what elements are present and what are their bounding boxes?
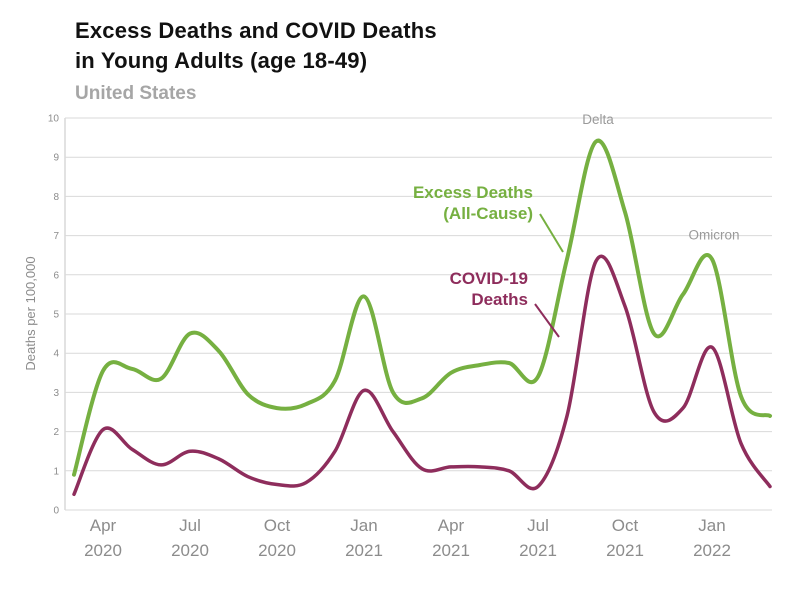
- x-tick-label-year: 2020: [84, 541, 122, 560]
- y-tick-label: 9: [53, 153, 59, 164]
- legend-excess-deaths: Excess Deaths (All-Cause): [413, 182, 533, 224]
- x-tick-label-year: 2020: [171, 541, 209, 560]
- legend-excess-line1: Excess Deaths: [412, 183, 533, 202]
- covid-legend-pointer: [534, 303, 560, 338]
- chart-header: Excess Deaths and COVID Deaths in Young …: [75, 16, 437, 105]
- x-tick-label-month: Apr: [438, 516, 465, 535]
- x-tick-label-month: Oct: [264, 516, 291, 535]
- annotation-delta: Delta: [582, 112, 614, 127]
- legend-covid-line1: COVID-19: [449, 269, 528, 288]
- y-tick-label: 10: [48, 114, 60, 125]
- x-tick-label-year: 2021: [345, 541, 383, 560]
- x-tick-label-month: Jan: [698, 516, 725, 535]
- x-tick-label-month: Jul: [527, 516, 549, 535]
- y-tick-label: 6: [53, 270, 59, 281]
- x-tick-label-year: 2021: [432, 541, 470, 560]
- x-tick-label-month: Jan: [350, 516, 377, 535]
- chart-title-line2: in Young Adults (age 18-49): [75, 48, 368, 73]
- covid-deaths-line: [72, 254, 772, 497]
- x-tick-label-year: 2021: [606, 541, 644, 560]
- y-tick-label: 3: [53, 388, 59, 399]
- y-tick-label: 4: [53, 349, 59, 360]
- chart-title-line1: Excess Deaths and COVID Deaths: [75, 18, 437, 43]
- x-tick-label-year: 2020: [258, 541, 296, 560]
- annotation-omicron: Omicron: [688, 228, 739, 243]
- y-tick-label: 0: [53, 506, 59, 517]
- x-tick-label-month: Jul: [179, 516, 201, 535]
- legend-covid-line2: Deaths: [471, 290, 528, 309]
- legend-excess-line2: (All-Cause): [443, 204, 533, 223]
- y-axis-title: Deaths per 100,000: [23, 256, 38, 371]
- excess-deaths-line: [72, 138, 772, 477]
- y-tick-label: 7: [53, 231, 59, 242]
- x-tick-label-month: Apr: [90, 516, 117, 535]
- excess-legend-pointer: [539, 213, 564, 253]
- chart-subtitle: United States: [75, 83, 197, 104]
- x-tick-label-month: Oct: [612, 516, 639, 535]
- y-tick-label: 8: [53, 192, 59, 203]
- x-tick-label-year: 2022: [693, 541, 731, 560]
- y-tick-label: 5: [53, 310, 59, 321]
- x-tick-label-year: 2021: [519, 541, 557, 560]
- y-tick-label: 1: [53, 466, 59, 477]
- legend-covid-deaths: COVID-19 Deaths: [450, 268, 528, 310]
- y-tick-label: 2: [53, 427, 59, 438]
